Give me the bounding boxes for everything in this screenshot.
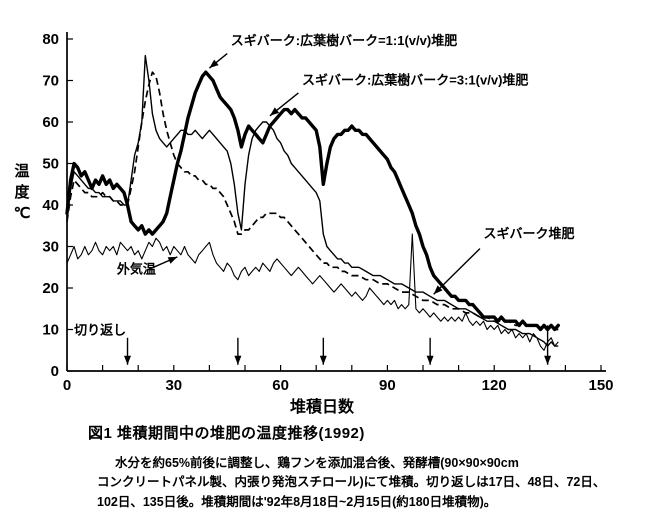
temperature-chart: 80 70 60 50 40 30 20 10 00 30 60 90 120 150 温度 ℃ 堆積日数 スギ… [14, 31, 614, 416]
caption-line: 102日、135日後。堆積期間は'92年8月18日~2月15日(約180日堆積物… [97, 494, 497, 509]
annotation-3to1: スギバーク:広葉樹バーク=3:1(v/v)堆肥 [302, 73, 528, 88]
y-axis-label: 温 [14, 163, 29, 180]
x-tick-label: 60 [272, 377, 289, 394]
x-tick-label: 30 [165, 377, 182, 394]
annotation-arrow-bark-head [433, 285, 443, 295]
turning-arrow-day-17-head [124, 355, 131, 365]
x-tick-label: 120 [482, 377, 507, 394]
turning-arrow-day-102-head [426, 355, 434, 365]
chart-axes: 80 70 60 50 40 30 20 10 00 30 60 90 120 150 温度 ℃ 堆積日数 [14, 31, 614, 416]
figure-caption: 水分を約65%前後に調整し、鶏フンを添加混合後、発酵槽(90×90×90cm コ… [97, 454, 637, 512]
series-line-1 [66, 54, 559, 347]
y-tick-label: 70 [42, 73, 59, 90]
y-axis-label: ℃ [14, 205, 31, 222]
caption-line: 水分を約65%前後に調整し、鶏フンを添加混合後、発酵槽(90×90×90cm [115, 456, 519, 470]
annotation-arrow-bark-shaft [433, 248, 481, 295]
y-tick-label: 60 [42, 114, 59, 131]
annotation-turn: 切り返し [74, 322, 126, 337]
series-line-0 [65, 70, 560, 332]
y-tick-label: 20 [42, 280, 59, 297]
turning-arrow-day-72-head [319, 355, 327, 365]
caption-line: コンクリートパネル製、内張り発泡スチロール)にて堆積。切り返しは17日、48日、… [97, 475, 606, 490]
y-tick-label: 50 [42, 156, 59, 173]
series-line-3 [66, 233, 559, 351]
y-tick-label: 40 [42, 197, 59, 214]
y-tick-label: 80 [42, 31, 59, 48]
y-axis-label: 度 [14, 183, 30, 201]
annotation-bark: スギバーク堆肥 [484, 226, 575, 241]
turning-arrow-day-48-head [234, 355, 242, 365]
y-tick-label: 0 [51, 363, 59, 380]
annotation-arrow-air-head [167, 256, 178, 264]
annotation-air: 外気温 [116, 261, 156, 276]
chart-series-lines [65, 54, 560, 351]
chart-annotations: スギバーク:広葉樹バーク=1:1(v/v)堆肥スギバーク:広葉樹バーク=3:1(… [74, 33, 575, 365]
figure-title: 図1 堆積期間中の堆肥の温度推移(1992) [88, 425, 365, 442]
x-tick-label: 90 [379, 377, 396, 394]
annotation-1to1: スギバーク:広葉樹バーク=1:1(v/v)堆肥 [231, 33, 457, 48]
annotation-arrow-1to1-head [209, 59, 219, 69]
y-tick-label: 10 [42, 322, 59, 339]
turning-arrow-day-135-head [544, 355, 552, 365]
y-tick-label: 30 [42, 239, 59, 256]
x-tick-label: 150 [588, 377, 613, 394]
series-line-2 [66, 71, 559, 331]
annotation-arrow-3to1-head [269, 107, 280, 116]
x-tick-label: 0 [63, 377, 71, 394]
x-axis-label: 堆積日数 [290, 397, 355, 415]
